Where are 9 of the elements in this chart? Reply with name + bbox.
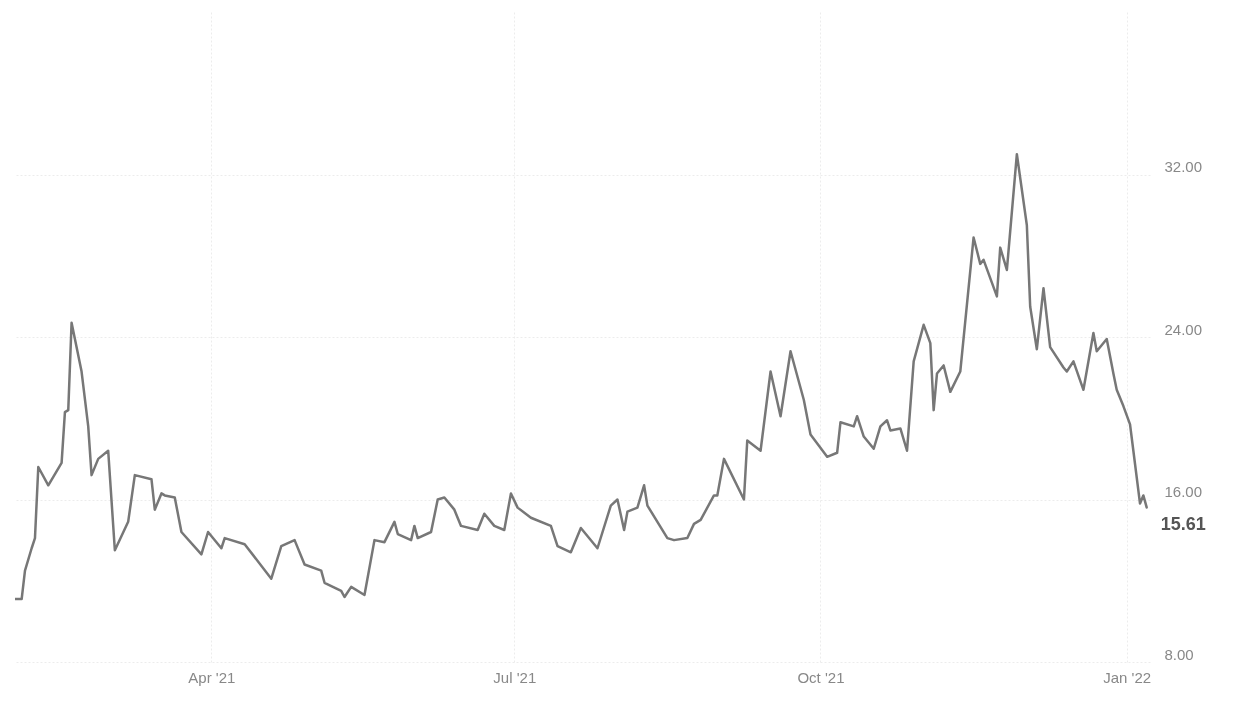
x-tick-label: Jul '21 <box>493 668 537 686</box>
y-tick-label: 16.00 <box>1164 483 1203 500</box>
x-tick-label: Apr '21 <box>188 668 236 686</box>
y-tick-label: 32.00 <box>1164 158 1203 175</box>
x-tick-label: Jan '22 <box>1103 668 1152 686</box>
y-tick-label: 8.00 <box>1164 645 1194 663</box>
annotation: 15.61 <box>1160 514 1206 535</box>
x-tick-label: Oct '21 <box>797 668 845 686</box>
y-tick-label: 24.00 <box>1164 320 1203 338</box>
